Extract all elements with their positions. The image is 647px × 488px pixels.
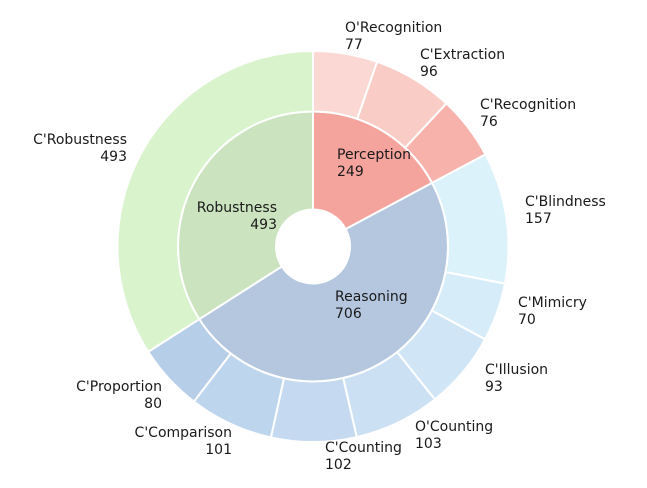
slice-label-robustness: Robustness 493 [197, 200, 277, 234]
slice-label-name: C'Extraction [420, 47, 506, 63]
slice-label-name: C'Robustness [33, 132, 127, 148]
slice-label-o-counting: O'Counting 103 [415, 419, 493, 453]
slice-label-c-proportion: C'Proportion 80 [76, 379, 162, 413]
slice-label-value: 706 [335, 306, 362, 322]
slice-label-value: 493 [100, 149, 127, 165]
slice-label-name: C'Comparison [134, 425, 232, 441]
outer-wedge-c-robustness [116, 50, 314, 353]
slice-label-name: O'Counting [415, 419, 494, 435]
slice-label-c-mimicry: C'Mimicry 70 [518, 295, 587, 329]
slice-label-name: C'Recognition [480, 97, 577, 113]
slice-label-c-recognition: C'Recognition 76 [480, 97, 576, 131]
slice-label-o-recognition: O'Recognition 77 [345, 20, 442, 54]
slice-label-perception: Perception 249 [337, 147, 411, 181]
slice-label-name: Reasoning [335, 289, 408, 305]
slice-label-name: O'Recognition [345, 20, 443, 36]
slice-label-c-extraction: C'Extraction 96 [420, 47, 505, 81]
slice-label-name: Robustness [196, 200, 277, 216]
slice-label-c-blindness: C'Blindness 157 [525, 194, 606, 228]
slice-label-value: 96 [420, 64, 438, 80]
slice-label-value: 102 [325, 457, 352, 473]
slice-label-name: Perception [337, 147, 412, 163]
slice-label-c-illusion: C'Illusion 93 [485, 362, 548, 396]
outer-wedge-c-counting [269, 377, 358, 443]
slice-label-name: C'Illusion [485, 362, 549, 378]
slice-label-name: C'Proportion [76, 379, 162, 395]
slice-label-value: 76 [480, 114, 498, 130]
slice-label-name: C'Blindness [525, 194, 606, 210]
slice-label-name: C'Mimicry [518, 295, 587, 311]
slice-label-value: 80 [144, 396, 162, 412]
slice-label-value: 103 [415, 436, 442, 452]
slice-label-value: 493 [250, 217, 277, 233]
slice-label-c-robustness: C'Robustness 493 [33, 132, 127, 166]
slice-label-value: 77 [345, 37, 363, 53]
slice-label-value: 70 [518, 312, 536, 328]
slice-label-c-comparison: C'Comparison 101 [135, 425, 232, 459]
slice-label-reasoning: Reasoning 706 [335, 289, 408, 323]
slice-label-name: C'Counting [325, 440, 402, 456]
slice-label-value: 93 [485, 379, 503, 395]
slice-label-value: 157 [525, 211, 552, 227]
slice-label-value: 249 [337, 164, 364, 180]
slice-label-c-counting: C'Counting 102 [325, 440, 402, 474]
slice-label-value: 101 [205, 442, 232, 458]
